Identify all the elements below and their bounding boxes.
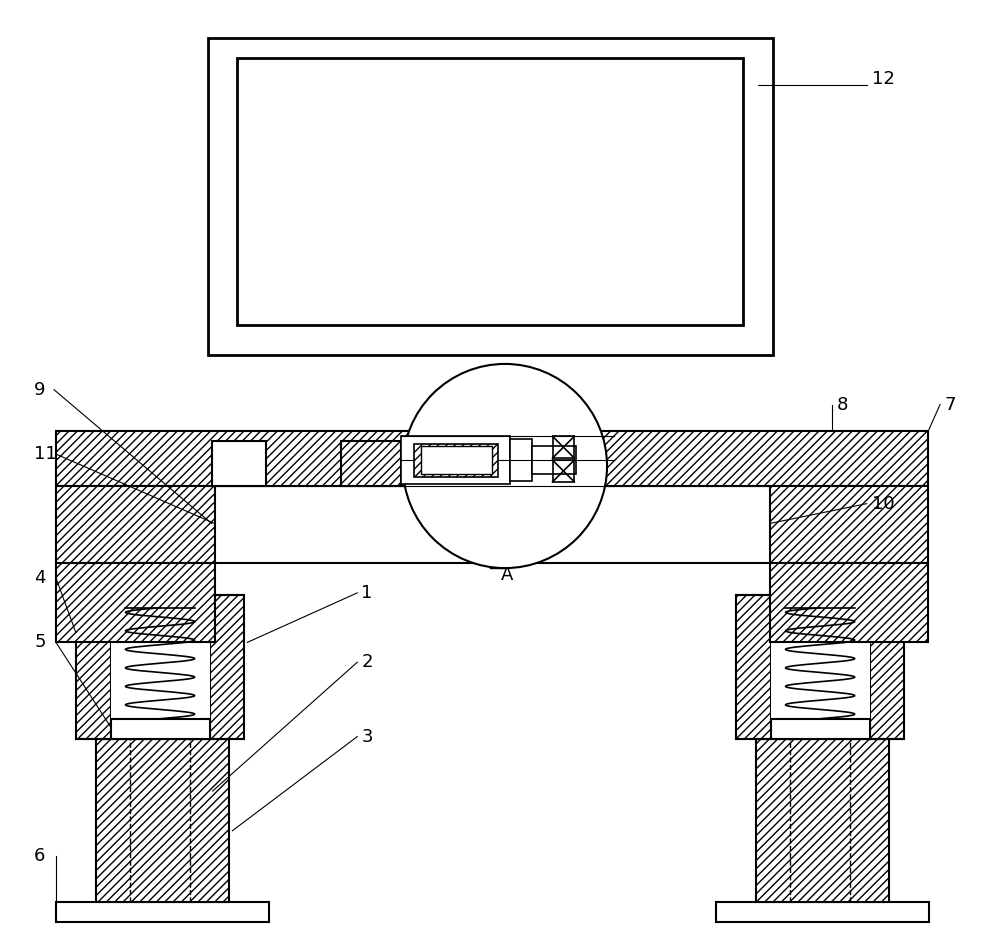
- Bar: [553, 460, 574, 482]
- Text: 8: 8: [837, 396, 848, 414]
- Text: A: A: [501, 566, 513, 584]
- Bar: [770, 563, 928, 643]
- Bar: [510, 439, 532, 481]
- Bar: [421, 446, 492, 474]
- Text: 10: 10: [872, 495, 894, 513]
- Bar: [553, 436, 574, 458]
- Text: 12: 12: [872, 70, 895, 89]
- Bar: [401, 436, 510, 484]
- Bar: [76, 595, 111, 739]
- Text: 5: 5: [34, 633, 46, 651]
- Bar: [111, 595, 210, 739]
- Bar: [212, 486, 772, 563]
- Bar: [208, 38, 773, 355]
- Text: 4: 4: [34, 569, 46, 587]
- Bar: [111, 719, 210, 739]
- Bar: [414, 445, 498, 477]
- Text: 1: 1: [361, 584, 373, 601]
- Text: 3: 3: [361, 728, 373, 745]
- Bar: [716, 902, 929, 922]
- Bar: [56, 486, 215, 563]
- Bar: [96, 739, 229, 902]
- Text: 6: 6: [34, 846, 46, 865]
- Text: 11: 11: [34, 446, 57, 463]
- Bar: [771, 719, 870, 739]
- Bar: [56, 432, 928, 486]
- Bar: [56, 902, 269, 922]
- Bar: [237, 58, 743, 325]
- Bar: [210, 595, 244, 739]
- Bar: [212, 441, 266, 486]
- Bar: [756, 739, 889, 902]
- Text: 7: 7: [944, 396, 956, 414]
- Circle shape: [403, 364, 607, 568]
- Bar: [770, 486, 928, 563]
- Bar: [341, 441, 401, 486]
- Bar: [532, 446, 576, 474]
- Bar: [736, 595, 771, 739]
- Text: 9: 9: [34, 381, 46, 399]
- Bar: [56, 563, 215, 643]
- Bar: [510, 441, 569, 486]
- Bar: [771, 595, 870, 739]
- Bar: [870, 595, 904, 739]
- Text: 2: 2: [361, 653, 373, 672]
